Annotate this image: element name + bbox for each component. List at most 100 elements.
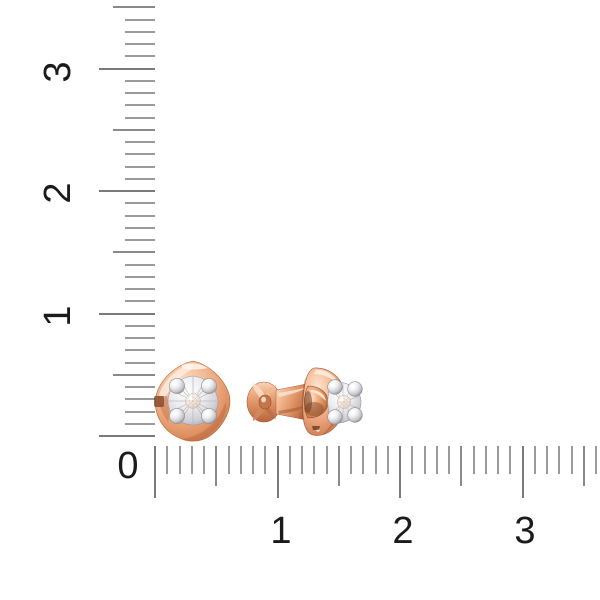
vruler-tick-minor-33 xyxy=(125,30,155,33)
earring-side-svg xyxy=(246,367,363,436)
hruler-tick-minor-33 xyxy=(558,446,561,474)
hruler-tick-minor-23 xyxy=(435,446,438,474)
diamond-facets xyxy=(185,393,201,409)
vruler-tick-half-35 xyxy=(113,6,155,9)
diamond-facets-side xyxy=(337,395,351,409)
gold-notch xyxy=(154,396,164,407)
hruler-tick-minor-26 xyxy=(472,446,475,474)
hruler-tick-minor-36 xyxy=(595,446,597,474)
hruler-tick-minor-22 xyxy=(423,446,426,474)
prong-side-top-left xyxy=(327,379,343,395)
gold-cup-highlight xyxy=(310,390,326,401)
hruler-tick-half-35 xyxy=(582,446,585,486)
hruler-tick-minor-13 xyxy=(313,446,316,474)
earring-front-view xyxy=(148,356,238,446)
gold-body-side-highlight xyxy=(314,369,340,386)
vruler-tick-minor-8 xyxy=(125,337,155,339)
post-highlight xyxy=(278,387,308,397)
hruler-tick-major-10 xyxy=(276,446,279,498)
prong-side-bottom-left xyxy=(327,409,343,425)
hruler-tick-minor-1 xyxy=(166,446,169,474)
hruler-label-3: 3 xyxy=(514,510,536,552)
vruler-tick-minor-1 xyxy=(125,422,155,425)
vruler-tick-half-15 xyxy=(113,251,155,254)
vruler-tick-major-10 xyxy=(99,312,155,315)
vruler-tick-minor-18 xyxy=(125,214,155,217)
hruler-tick-major-20 xyxy=(399,446,401,498)
prong-bottom-left xyxy=(169,408,185,424)
vruler-tick-minor-9 xyxy=(125,324,155,327)
hruler-tick-minor-24 xyxy=(448,446,450,474)
hruler-tick-half-15 xyxy=(337,446,340,486)
vruler-tick-minor-16 xyxy=(125,239,155,241)
vruler-tick-minor-6 xyxy=(125,361,155,364)
vruler-tick-minor-13 xyxy=(125,275,155,278)
vruler-tick-minor-2 xyxy=(125,410,155,413)
vruler-tick-minor-23 xyxy=(125,153,155,156)
hruler-tick-minor-16 xyxy=(350,446,352,474)
vruler-tick-minor-3 xyxy=(125,398,155,401)
gold-shadow xyxy=(181,402,227,442)
prong-side-top-right xyxy=(347,381,363,397)
prong-highlights xyxy=(172,380,209,416)
gold-cup-inner-dark xyxy=(304,391,312,413)
earring-side-view xyxy=(240,356,372,448)
vruler-tick-minor-31 xyxy=(125,55,155,58)
vruler-tick-major-20 xyxy=(99,190,155,192)
hruler-label-1: 1 xyxy=(270,510,292,552)
vruler-tick-minor-21 xyxy=(125,177,155,180)
clutch-hub xyxy=(258,394,272,410)
hruler-tick-minor-8 xyxy=(252,446,254,474)
clutch-hub-highlight xyxy=(261,396,266,403)
head-facets xyxy=(329,383,361,422)
vruler-tick-minor-19 xyxy=(125,202,155,205)
vruler-tick-minor-7 xyxy=(125,349,155,352)
hruler-tick-minor-29 xyxy=(509,446,512,474)
vruler-tick-minor-34 xyxy=(125,18,155,21)
prong-top-left xyxy=(169,378,185,394)
hruler-tick-minor-2 xyxy=(178,446,181,474)
prong-side-bottom-right xyxy=(347,407,363,423)
vruler-tick-major-0 xyxy=(99,435,155,437)
vruler-tick-minor-11 xyxy=(125,300,155,303)
vruler-label-2: 2 xyxy=(37,182,79,204)
vruler-tick-minor-17 xyxy=(125,226,155,229)
earring-front-svg xyxy=(154,360,231,442)
vruler-tick-minor-22 xyxy=(125,165,155,168)
hruler-tick-minor-31 xyxy=(533,446,536,474)
hruler-tick-half-5 xyxy=(215,446,218,486)
hruler-tick-minor-21 xyxy=(411,446,414,474)
prong-side-highlights xyxy=(330,382,355,417)
hruler-tick-minor-32 xyxy=(546,446,548,474)
post-shadow xyxy=(278,405,308,414)
vruler-tick-half-5 xyxy=(113,373,155,376)
butterfly-clutch xyxy=(246,381,282,423)
ruler-origin-label: 0 xyxy=(117,445,139,487)
gold-rim-highlight xyxy=(158,363,193,405)
hruler-tick-major-30 xyxy=(521,446,524,498)
hruler-tick-minor-34 xyxy=(570,446,573,474)
vruler-tick-minor-27 xyxy=(125,104,155,107)
prong-top-right xyxy=(201,378,217,394)
hruler-tick-minor-19 xyxy=(386,446,389,474)
hruler-tick-half-25 xyxy=(460,446,463,486)
vruler-label-1: 1 xyxy=(37,305,79,327)
vruler-tick-minor-4 xyxy=(125,386,155,388)
hruler-tick-minor-14 xyxy=(325,446,328,474)
hruler-tick-minor-17 xyxy=(362,446,365,474)
hruler-tick-minor-18 xyxy=(374,446,377,474)
prong-bottom-right xyxy=(201,408,217,424)
gold-bottom-dark-mark xyxy=(312,426,320,430)
vruler-tick-minor-12 xyxy=(125,288,155,290)
vruler-tick-minor-26 xyxy=(125,116,155,119)
hruler-tick-minor-11 xyxy=(288,446,291,474)
hruler-tick-minor-3 xyxy=(190,446,193,474)
vruler-label-3: 3 xyxy=(37,61,79,83)
vruler-tick-minor-32 xyxy=(125,43,155,45)
hruler-label-2: 2 xyxy=(392,510,414,552)
hruler-tick-minor-6 xyxy=(227,446,230,474)
vruler-tick-minor-29 xyxy=(125,79,155,82)
hruler-tick-minor-4 xyxy=(203,446,205,474)
gold-body-edge-dark xyxy=(302,376,306,426)
